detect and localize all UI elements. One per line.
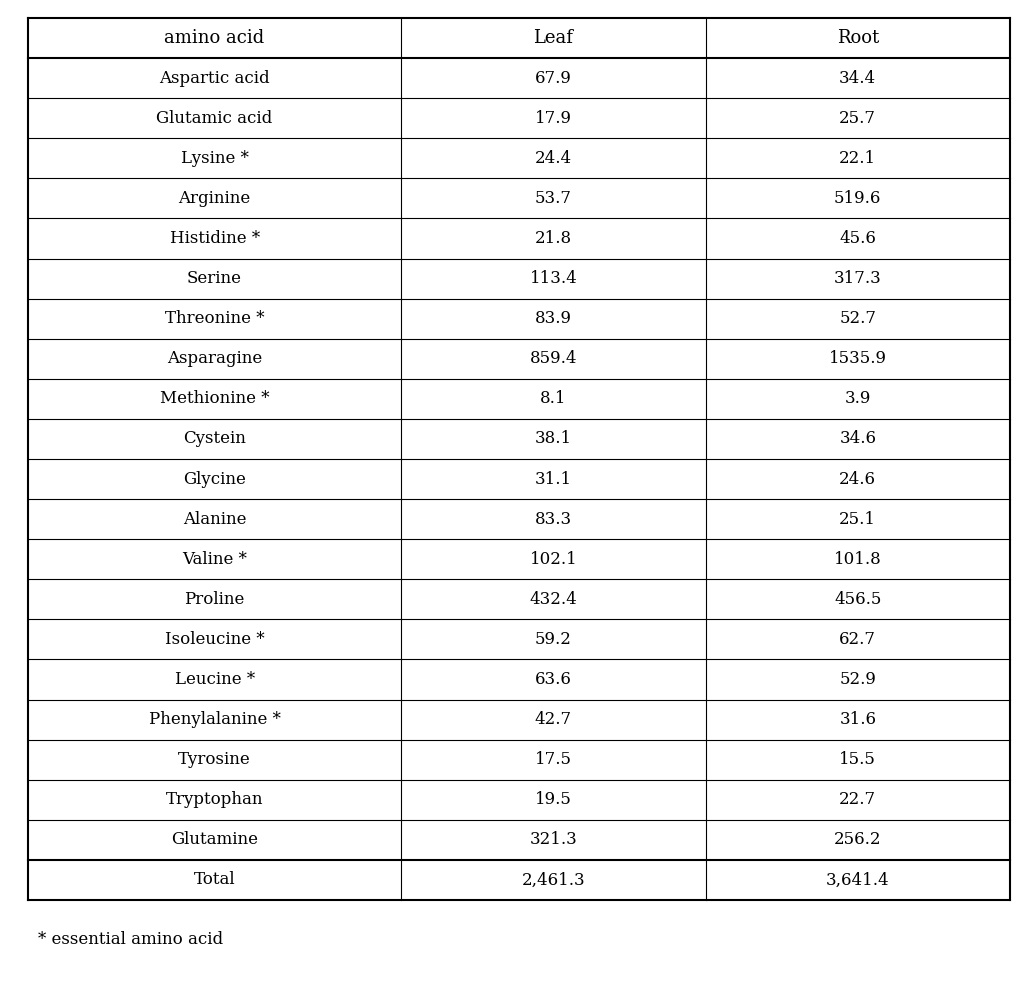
Text: 317.3: 317.3	[834, 270, 882, 287]
Text: 67.9: 67.9	[535, 70, 571, 87]
Text: 38.1: 38.1	[535, 431, 572, 448]
Text: 102.1: 102.1	[530, 551, 578, 568]
Text: 101.8: 101.8	[834, 551, 882, 568]
Text: Isoleucine *: Isoleucine *	[165, 631, 264, 648]
Text: 59.2: 59.2	[535, 631, 571, 648]
Text: 1535.9: 1535.9	[829, 350, 887, 367]
Text: Tyrosine: Tyrosine	[178, 751, 250, 768]
Text: 859.4: 859.4	[530, 350, 578, 367]
Text: 31.1: 31.1	[535, 470, 572, 487]
Text: 63.6: 63.6	[535, 671, 571, 688]
Text: 53.7: 53.7	[535, 190, 572, 207]
Text: Glutamine: Glutamine	[171, 831, 258, 848]
Text: Phenylalanine *: Phenylalanine *	[149, 711, 280, 728]
Text: Leucine *: Leucine *	[175, 671, 255, 688]
Text: 21.8: 21.8	[535, 230, 572, 247]
Text: 24.4: 24.4	[535, 150, 572, 167]
Text: Methionine *: Methionine *	[159, 390, 269, 407]
Text: Tryptophan: Tryptophan	[166, 792, 263, 809]
Text: 456.5: 456.5	[834, 591, 882, 607]
Text: 432.4: 432.4	[530, 591, 578, 607]
Text: 45.6: 45.6	[839, 230, 877, 247]
Text: Aspartic acid: Aspartic acid	[159, 70, 270, 87]
Text: Serine: Serine	[187, 270, 242, 287]
Text: 52.9: 52.9	[839, 671, 877, 688]
Text: 3,641.4: 3,641.4	[826, 872, 890, 888]
Text: 42.7: 42.7	[535, 711, 572, 728]
Text: Alanine: Alanine	[183, 511, 246, 528]
Text: 15.5: 15.5	[839, 751, 877, 768]
Text: 31.6: 31.6	[839, 711, 877, 728]
Text: 34.6: 34.6	[839, 431, 877, 448]
Text: 17.5: 17.5	[535, 751, 572, 768]
Text: amino acid: amino acid	[165, 29, 265, 47]
Text: 2,461.3: 2,461.3	[522, 872, 585, 888]
Text: Root: Root	[836, 29, 879, 47]
Text: 34.4: 34.4	[839, 70, 877, 87]
Text: * essential amino acid: * essential amino acid	[38, 932, 224, 949]
Text: Cystein: Cystein	[183, 431, 246, 448]
Text: 321.3: 321.3	[530, 831, 578, 848]
Text: 519.6: 519.6	[834, 190, 882, 207]
Text: Leaf: Leaf	[533, 29, 573, 47]
Text: 17.9: 17.9	[535, 109, 572, 127]
Text: Asparagine: Asparagine	[167, 350, 262, 367]
Text: Glycine: Glycine	[183, 470, 246, 487]
Text: 62.7: 62.7	[839, 631, 877, 648]
Text: 25.7: 25.7	[839, 109, 877, 127]
Text: Proline: Proline	[184, 591, 244, 607]
Text: Lysine *: Lysine *	[181, 150, 248, 167]
Text: 19.5: 19.5	[535, 792, 571, 809]
Text: 22.7: 22.7	[839, 792, 877, 809]
Text: 24.6: 24.6	[839, 470, 877, 487]
Text: 22.1: 22.1	[839, 150, 877, 167]
Text: 113.4: 113.4	[530, 270, 578, 287]
Text: Valine *: Valine *	[182, 551, 247, 568]
Text: 256.2: 256.2	[834, 831, 882, 848]
Text: Total: Total	[194, 872, 235, 888]
Text: Threonine *: Threonine *	[165, 311, 264, 327]
Text: 8.1: 8.1	[540, 390, 566, 407]
Text: Arginine: Arginine	[178, 190, 250, 207]
Text: 83.3: 83.3	[535, 511, 572, 528]
Text: Glutamic acid: Glutamic acid	[156, 109, 272, 127]
Text: 3.9: 3.9	[845, 390, 871, 407]
Text: 83.9: 83.9	[535, 311, 572, 327]
Text: Histidine *: Histidine *	[170, 230, 260, 247]
Text: 25.1: 25.1	[839, 511, 877, 528]
Text: 52.7: 52.7	[839, 311, 877, 327]
